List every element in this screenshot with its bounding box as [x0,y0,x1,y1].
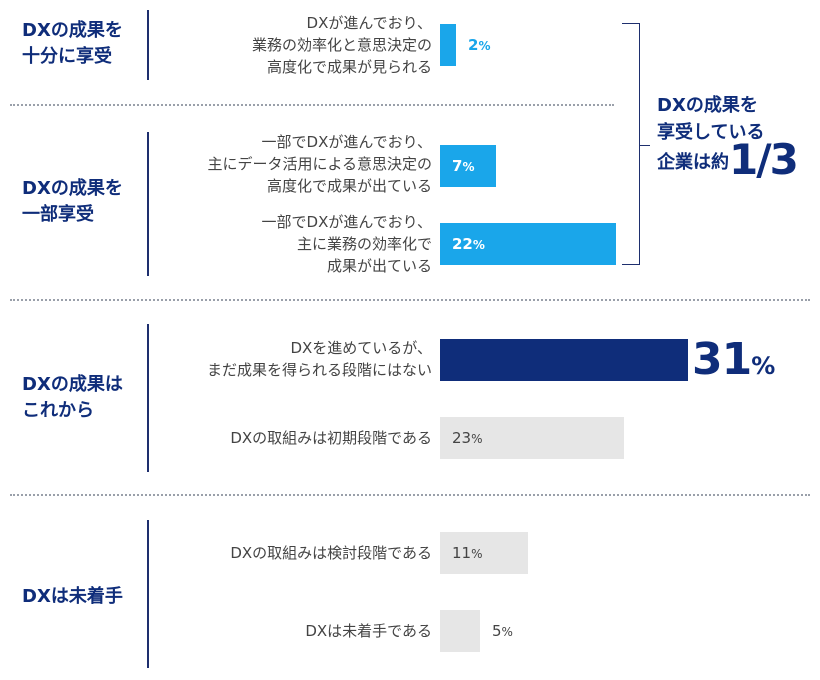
row-label-5: DXの取組みは検討段階である [230,544,432,562]
group-label-full: DXの成果を 十分に享受 [22,20,123,67]
row-label-2: 一部でDXが進んでおり、 主に業務の効率化で 成果が出ている [261,213,432,275]
summary-annotation: DXの成果を 享受している 企業は約1/3 [657,92,799,181]
value-label-6: 5% [492,622,513,640]
divider-3 [10,494,810,496]
summary-line-3: 企業は約1/3 [657,139,799,181]
summary-bracket-stem [640,145,650,146]
bar-6 [440,610,480,652]
summary-line-3-prefix: 企業は約 [657,152,729,173]
divider-1 [10,104,614,106]
divider-2 [10,299,810,301]
bar-4 [440,417,624,459]
bar-3 [440,339,688,381]
group-line-partial [147,132,149,276]
group-line-later [147,324,149,472]
row-label-6: DXは未着手である [305,622,432,640]
value-label-5: 11% [452,544,483,562]
value-label-2: 22% [452,235,485,253]
group-label-not-started: DXは未着手 [22,586,123,607]
bar-2 [440,223,616,265]
summary-line-1: DXの成果を [657,95,758,116]
value-label-4: 23% [452,429,483,447]
value-label-3: 31% [692,334,776,385]
group-label-partial: DXの成果を 一部享受 [22,178,123,225]
value-label-0: 2% [468,36,491,54]
bar-0 [440,24,456,66]
summary-line-2: 享受している [657,122,765,143]
summary-bracket [622,23,640,265]
group-line-not-started [147,520,149,668]
group-line-full [147,10,149,80]
value-label-1: 7% [452,157,475,175]
bar-5 [440,532,528,574]
bar-1 [440,145,496,187]
row-label-0: DXが進んでおり、 業務の効率化と意思決定の 高度化で成果が見られる [251,14,432,76]
summary-fraction: 1/3 [729,135,799,184]
row-label-4: DXの取組みは初期段階である [230,429,432,447]
group-label-later: DXの成果は これから [22,374,123,421]
row-label-3: DXを進めているが、 まだ成果を得られる段階にはない [206,339,432,379]
row-label-1: 一部でDXが進んでおり、 主にデータ活用による意思決定の 高度化で成果が出ている [207,133,432,195]
